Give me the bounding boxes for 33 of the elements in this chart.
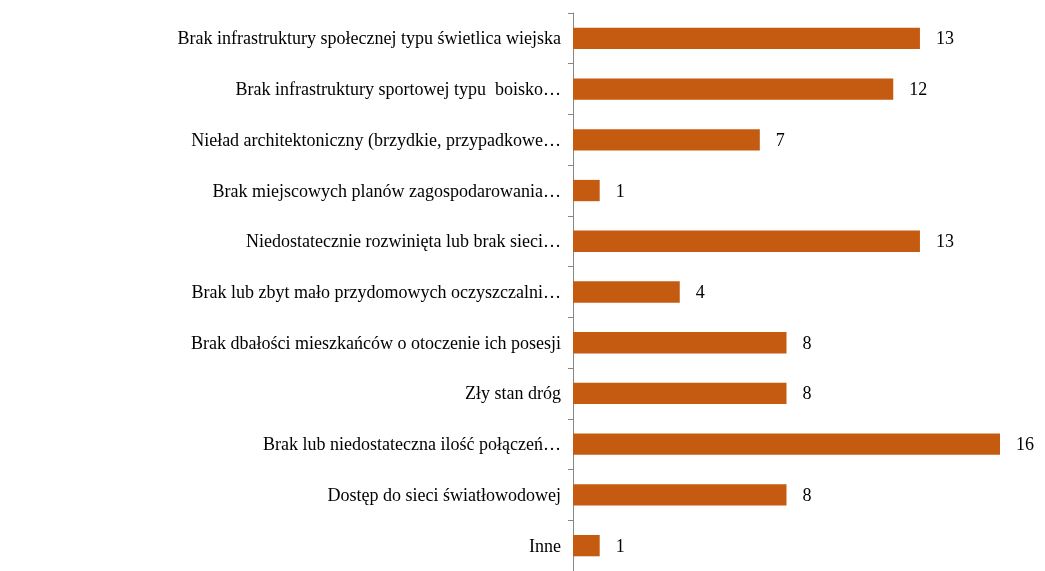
- y-tick-label: Inne: [529, 535, 562, 556]
- data-label: 4: [695, 282, 705, 302]
- y-tick-label: Brak dbałości mieszkańców o otoczenie ich posesji: [191, 332, 561, 353]
- y-tick-label: Brak lub zbyt mało przydomowych oczyszczalni…: [191, 282, 561, 302]
- y-tick-label: Brak lub niedostateczna ilość połączeń…: [263, 434, 561, 455]
- bar: [573, 484, 787, 506]
- y-tick-label: Zły stan dróg: [465, 383, 561, 404]
- bar: [573, 382, 787, 405]
- y-tick-label: Niedostatecznie rozwinięta lub brak sieci…: [246, 231, 561, 252]
- y-tick-label: Brak infrastruktury sportowej typu boisko…: [235, 79, 561, 100]
- data-label: 12: [909, 79, 928, 100]
- data-label: 13: [935, 231, 954, 252]
- data-label: 16: [1016, 434, 1034, 455]
- data-label: 8: [802, 484, 812, 505]
- bar: [573, 332, 787, 354]
- y-tick-label: Brak miejscowych planów zagospodarowania…: [212, 180, 561, 201]
- bar: [573, 281, 680, 303]
- bar: [573, 78, 894, 100]
- bar: [573, 230, 920, 252]
- data-label: 1: [615, 180, 625, 201]
- y-tick-label: Dostęp do sieci światłowodowej: [327, 484, 561, 505]
- bar: [573, 27, 920, 50]
- bar: [573, 534, 600, 557]
- y-tick-label: Brak infrastruktury społecznej typu świetlica wiejska: [177, 28, 562, 49]
- data-label: 13: [935, 28, 954, 49]
- y-tick-label: Nieład architektoniczny (brzydkie, przypadkowe…: [191, 129, 561, 151]
- data-label: 1: [615, 535, 625, 556]
- bar: [573, 179, 600, 202]
- bar: [573, 433, 1000, 455]
- data-label: 7: [775, 129, 785, 150]
- bar: [573, 129, 760, 151]
- data-label: 8: [802, 332, 812, 353]
- data-label: 8: [802, 383, 812, 404]
